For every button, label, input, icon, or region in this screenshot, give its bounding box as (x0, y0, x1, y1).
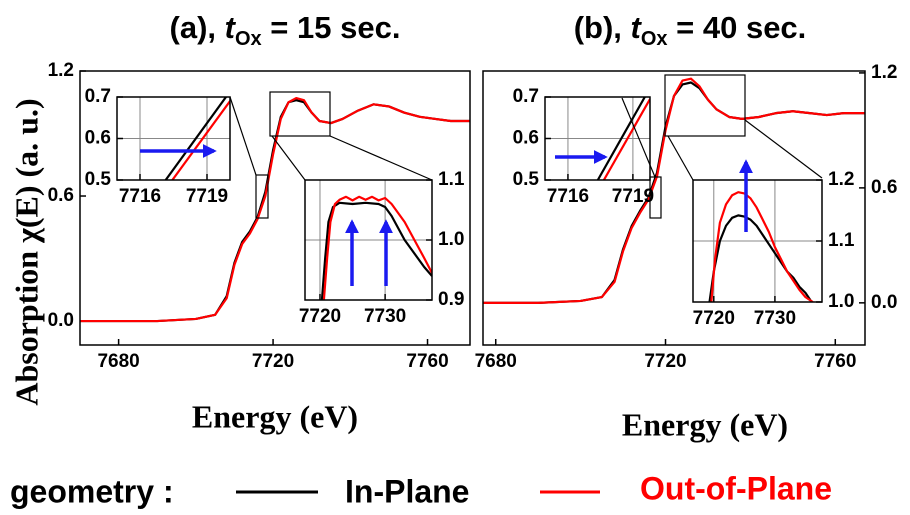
y-tick-label: 0.6 (513, 128, 539, 149)
chart: 7720 7730 1.0 1.1 1.2 (692, 169, 855, 329)
series-line (708, 214, 813, 302)
plot-area (708, 191, 814, 302)
chart: 7680 7720 7760 0.0 0.6 1.2 (475, 62, 898, 372)
y-tick-label: 0.6 (871, 177, 897, 198)
chart-title: (a), tOx = 15 sec. (170, 10, 401, 50)
y-axis-label: Absorption χ(E) (a. u.) (8, 98, 44, 405)
series-line (596, 97, 646, 180)
connector (271, 135, 306, 181)
zoom-box (649, 176, 662, 219)
connector (667, 135, 694, 181)
y-tick-label: 0.0 (871, 292, 897, 313)
x-tick-label: 7716 (119, 186, 161, 207)
plot-area (483, 77, 865, 304)
chart: 7716 7719 0.5 0.6 0.7 (85, 86, 231, 207)
legend-title: geometry : (10, 473, 174, 509)
plot-area (596, 97, 650, 180)
x-tick-label: 7730 (754, 308, 796, 329)
plot-area (80, 96, 470, 323)
zoom-box (664, 74, 746, 137)
plot-frame (304, 179, 433, 301)
y-tick-label: 0.0 (48, 310, 74, 331)
x-tick-label: 7680 (97, 351, 139, 372)
title-part: = 15 sec. (262, 10, 401, 45)
x-tick-label: 7730 (364, 306, 406, 327)
zoom-markers (229, 74, 823, 219)
title-part: = 40 sec. (668, 10, 807, 45)
x-tick-label: 7720 (299, 306, 341, 327)
y-tick-label: 1.1 (438, 169, 465, 190)
x-tick-label: 7720 (644, 351, 686, 372)
title-part: Ox (235, 28, 262, 50)
y-tick-label: 0.6 (85, 128, 111, 149)
title-part: (a), (170, 10, 225, 45)
series-line (322, 195, 432, 300)
plot-frame (482, 70, 866, 346)
x-tick-label: 7760 (406, 351, 448, 372)
plot-area (320, 195, 432, 300)
title-part: (b), (574, 10, 631, 45)
y-tick-label: 1.2 (871, 62, 897, 83)
y-tick-label: 0.7 (85, 86, 111, 107)
x-tick-label: 7716 (547, 186, 589, 207)
series-line (164, 97, 227, 180)
connector (329, 135, 433, 181)
legend-label: In-Plane (345, 473, 469, 509)
x-axis-label: Energy (eV) (622, 406, 788, 442)
connector (744, 119, 823, 179)
y-tick-label: 1.0 (438, 229, 464, 250)
x-tick-label: 7719 (612, 186, 654, 207)
y-tick-label: 0.7 (513, 86, 539, 107)
chart: 7716 7719 0.5 0.6 0.7 (513, 86, 654, 207)
arrows (140, 144, 753, 286)
y-tick-label: 0.6 (48, 185, 74, 206)
series-line (171, 100, 230, 180)
zoom-box (269, 91, 331, 137)
series-line (710, 191, 814, 302)
y-tick-label: 0.5 (85, 169, 112, 190)
y-tick-label: 1.2 (828, 169, 854, 190)
y-tick-label: 1.2 (48, 60, 74, 81)
plot-area (164, 97, 230, 180)
plot-frame (544, 96, 651, 181)
y-tick-label: 0.9 (438, 289, 464, 310)
plot-frame (116, 96, 231, 181)
series-line (602, 98, 650, 180)
title-part: t (631, 10, 643, 45)
series-line (80, 96, 470, 323)
title-part: t (225, 10, 237, 45)
x-axis-label: Energy (eV) (192, 398, 358, 434)
chart: 7720 7730 0.9 1.0 1.1 (299, 169, 465, 327)
y-tick-label: 1.0 (828, 291, 854, 312)
x-tick-label: 7719 (186, 186, 228, 207)
title-part: Ox (641, 28, 668, 50)
x-tick-label: 7680 (475, 351, 517, 372)
series-line (320, 201, 432, 300)
chart-title: (b), tOx = 40 sec. (574, 10, 807, 50)
connector (229, 96, 257, 176)
plot-frame (692, 179, 823, 303)
zoom-box (255, 174, 269, 219)
plot-frame (79, 70, 471, 346)
x-tick-label: 7720 (252, 351, 294, 372)
legend-label: Out-of-Plane (640, 470, 832, 506)
x-tick-label: 7760 (814, 351, 856, 372)
connector (621, 97, 656, 178)
y-tick-label: 1.1 (828, 230, 855, 251)
y-tick-label: 0.5 (513, 169, 540, 190)
x-tick-label: 7720 (693, 308, 735, 329)
series-line (483, 77, 865, 304)
